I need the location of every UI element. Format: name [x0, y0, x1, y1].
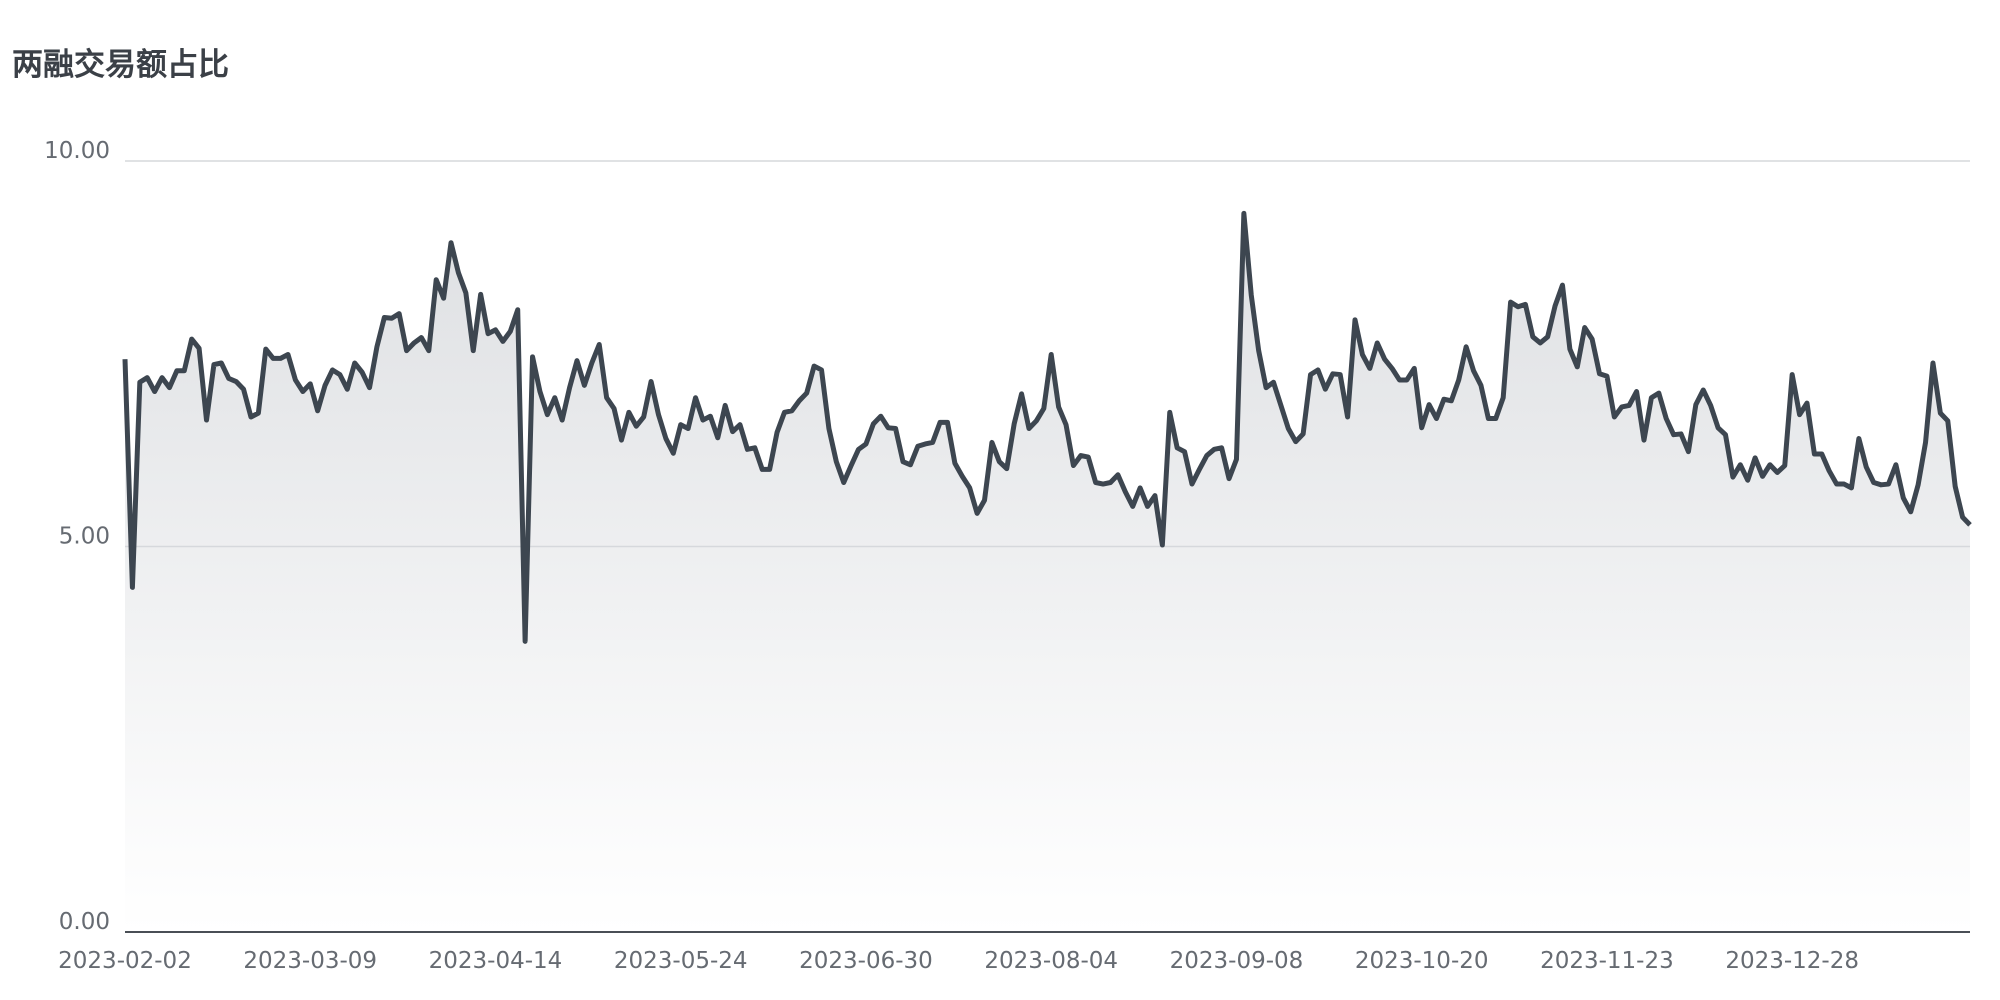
x-tick-label: 2023-09-08 [1170, 948, 1304, 974]
x-tick-label: 2023-12-28 [1725, 948, 1859, 974]
x-tick-label: 2023-11-23 [1540, 948, 1674, 974]
area-fill [125, 213, 1970, 932]
x-tick-label: 2023-02-02 [58, 948, 192, 974]
y-tick-label: 5.00 [59, 524, 110, 550]
x-tick-label: 2023-04-14 [429, 948, 563, 974]
y-tick-label: 0.00 [59, 909, 110, 935]
x-tick-label: 2023-05-24 [614, 948, 748, 974]
x-tick-label: 2023-03-09 [243, 948, 377, 974]
x-tick-label: 2023-06-30 [799, 948, 933, 974]
chart-title: 两融交易额占比 [12, 47, 229, 83]
x-tick-label: 2023-08-04 [984, 948, 1118, 974]
line [122, 210, 1972, 644]
y-tick-label: 10.00 [44, 138, 110, 164]
x-tick-label: 2023-10-20 [1355, 948, 1489, 974]
